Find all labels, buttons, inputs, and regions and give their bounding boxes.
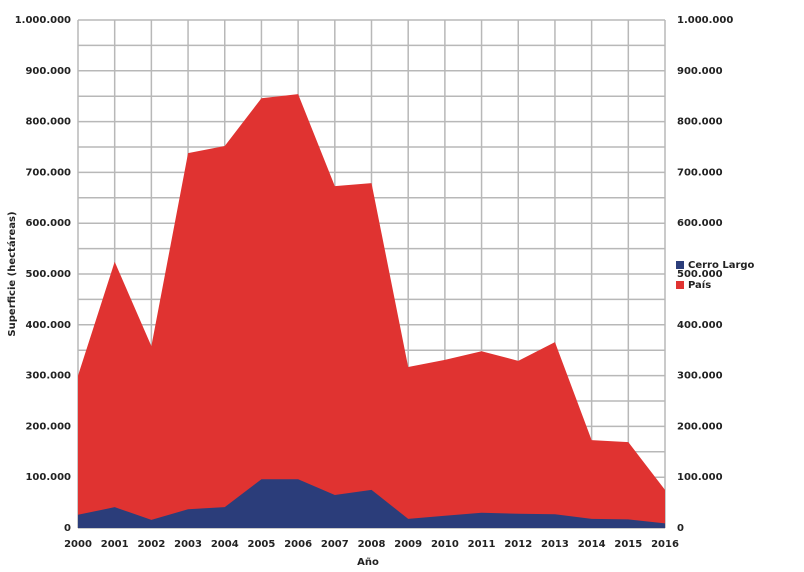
x-tick-label: 2005 — [248, 539, 276, 550]
legend-swatch — [676, 261, 684, 269]
area — [78, 479, 665, 528]
x-tick-label: 2000 — [64, 539, 92, 550]
x-tick-label: 2012 — [504, 539, 532, 550]
y2-tick-label: 500.000 — [677, 269, 723, 280]
y-tick-label: 700.000 — [25, 167, 71, 178]
x-tick-label: 2010 — [431, 539, 459, 550]
legend-swatch — [676, 281, 684, 289]
y2-tick-label: 300.000 — [677, 371, 723, 382]
y-tick-label: 600.000 — [25, 218, 71, 229]
y-tick-label: 800.000 — [25, 117, 71, 128]
y2-tick-label: 700.000 — [677, 167, 723, 178]
y-tick-label: 0 — [64, 523, 71, 534]
y2-tick-label: 600.000 — [677, 218, 723, 229]
y2-tick-label: 1.000.000 — [677, 15, 733, 26]
y-tick-label: 200.000 — [25, 421, 71, 432]
x-tick-label: 2011 — [468, 539, 496, 550]
x-tick-label: 2004 — [211, 539, 239, 550]
x-tick-label: 2001 — [101, 539, 129, 550]
x-tick-label: 2009 — [394, 539, 422, 550]
y-axis-title: Superficie (hectáreas) — [6, 211, 18, 336]
legend-label: Cerro Largo — [688, 260, 755, 271]
y2-tick-label: 200.000 — [677, 421, 723, 432]
legend-label: País — [688, 279, 711, 291]
x-tick-label: 2002 — [137, 539, 165, 550]
y2-tick-label: 800.000 — [677, 117, 723, 128]
y2-tick-label: 100.000 — [677, 472, 723, 483]
y-tick-label: 900.000 — [25, 66, 71, 77]
y2-tick-label: 400.000 — [677, 320, 723, 331]
y-tick-label: 100.000 — [25, 472, 71, 483]
y-tick-label: 1.000.000 — [15, 15, 71, 26]
x-tick-label: 2015 — [614, 539, 642, 550]
x-tick-label: 2013 — [541, 539, 569, 550]
y-tick-label: 300.000 — [25, 371, 71, 382]
area — [78, 94, 665, 528]
y2-tick-label: 0 — [677, 523, 684, 534]
x-tick-label: 2003 — [174, 539, 202, 550]
x-tick-label: 2006 — [284, 539, 312, 550]
y-tick-label: 500.000 — [25, 269, 71, 280]
x-tick-label: 2016 — [651, 539, 679, 550]
x-tick-label: 2014 — [578, 539, 606, 550]
x-axis-title: Año — [357, 557, 379, 568]
y2-tick-label: 900.000 — [677, 66, 723, 77]
y-tick-label: 400.000 — [25, 320, 71, 331]
x-tick-label: 2008 — [358, 539, 386, 550]
x-tick-label: 2007 — [321, 539, 349, 550]
